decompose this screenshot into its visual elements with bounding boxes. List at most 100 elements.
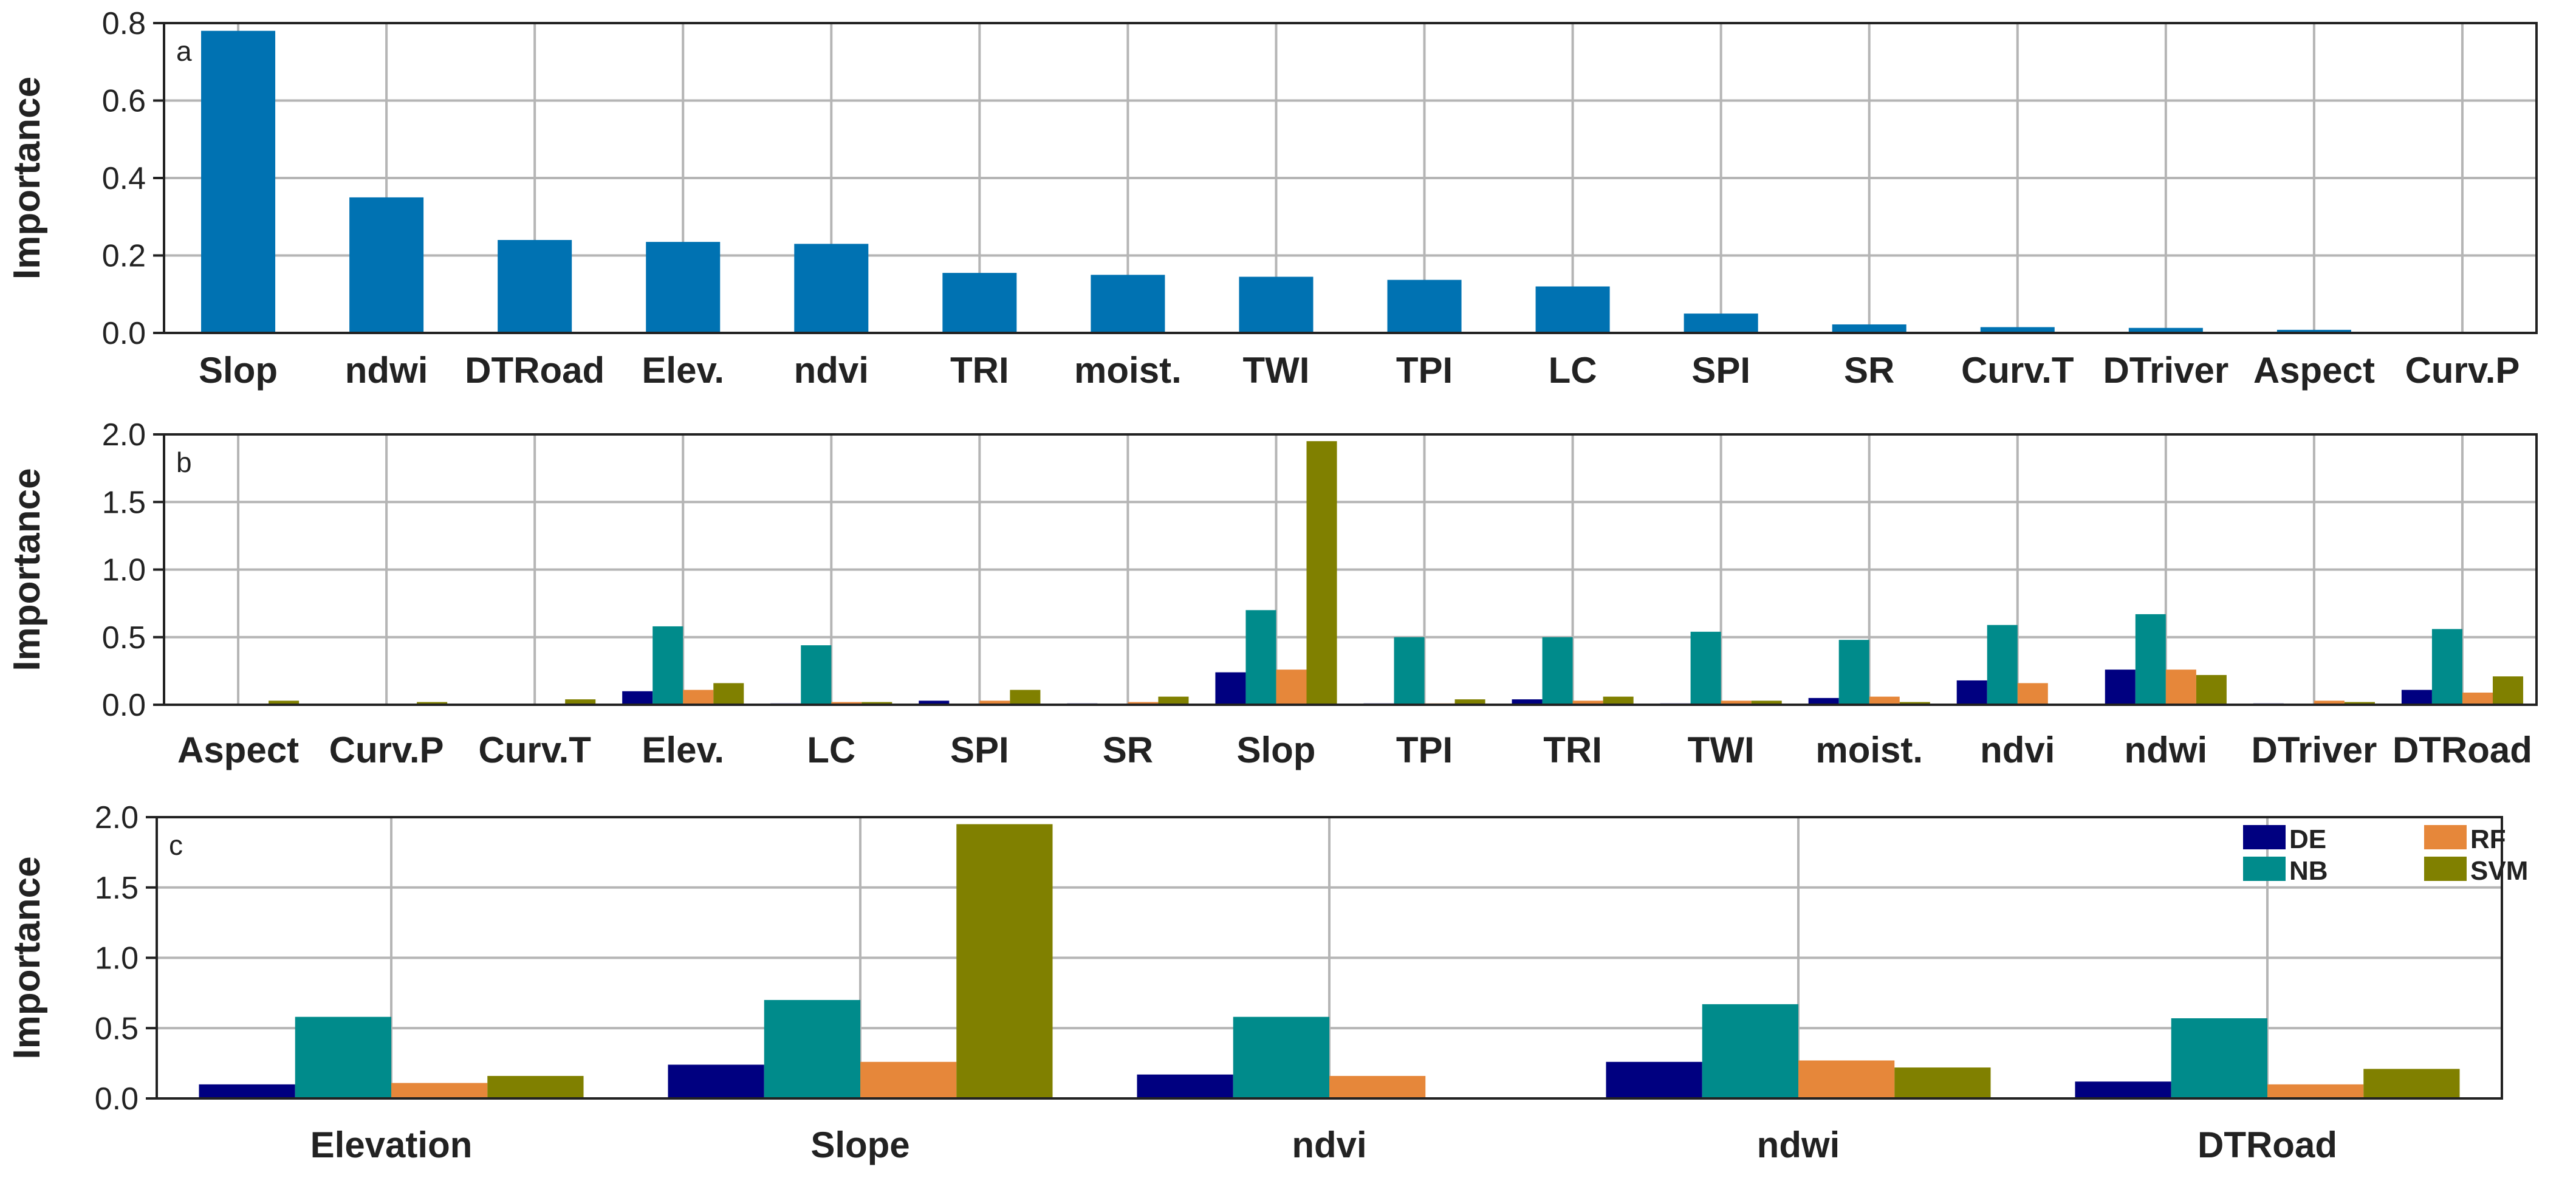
panel-b-bar-NB-12: NB ndvi: 0.59 (1987, 625, 2018, 705)
panel-b-bar-RF-10: RF TWI: 0.03 (1721, 700, 1752, 705)
panel-c-ytick-label-3: 1.5 (95, 871, 139, 906)
panel-b-ytick-label-0: 0.0 (102, 688, 146, 723)
panel-a-bar-4: ndvi: 0.23 (794, 244, 869, 333)
panel-a-bar-2: DTRoad: 0.24 (498, 240, 572, 333)
panel-b-bar-SVM-11: SVM moist.: 0.02 (1899, 702, 1930, 705)
panel-b-bar-NB-3: NB Elev.: 0.58 (653, 626, 683, 705)
panel-c-bar-DE-2: DE ndvi: 0.17 (1137, 1074, 1233, 1098)
panel-a-bar-9: LC: 0.12 (1535, 286, 1610, 333)
panel-b-bar-RF-15: RF DTRoad: 0.09 (2462, 692, 2493, 705)
panel-a-bar-10: SPI: 0.05 (1684, 313, 1758, 333)
panel-a-frame (163, 22, 2538, 334)
panel-b-category-label-7: Slop (1236, 730, 1315, 770)
panel-c-ytick-label-0: 0.0 (95, 1081, 139, 1117)
panel-b-ytick-label-2: 1.0 (102, 553, 146, 588)
panel-b-bar-SVM-8: SVM TPI: 0.04 (1454, 699, 1485, 705)
panel-b-bar-SVM-4: SVM LC: 0.02 (862, 702, 892, 705)
panel-c-category-label-4: DTRoad (2197, 1125, 2337, 1165)
panel-a-bar-11: SR: 0.022 (1832, 324, 1906, 333)
panel-b-bar-SVM-13: SVM ndwi: 0.22 (2196, 675, 2227, 705)
panel-c-bar-RF-1: RF Slope: 0.26 (860, 1061, 957, 1098)
panel-b-bar-NB-15: NB DTRoad: 0.56 (2431, 629, 2462, 705)
panel-b-bar-RF-6: RF SR: 0.02 (1128, 702, 1159, 705)
panel-a-category-label-6: moist. (1074, 350, 1182, 391)
panel-c-legend-swatch-NB (2243, 857, 2286, 881)
panel-a-category-label-12: Curv.T (1961, 350, 2074, 391)
panel-c-bar-RF-4: RF DTRoad: 0.1 (2267, 1084, 2364, 1098)
panel-b-bar-SVM-14: SVM DTriver: 0.02 (2344, 702, 2375, 705)
panel-a-ytick-label-4: 0.8 (102, 6, 146, 41)
panel-b-ytick-label-4: 2.0 (102, 417, 146, 453)
panel-c-frame (156, 816, 2503, 1100)
panel-b-bar-RF-4: RF LC: 0.02 (831, 702, 862, 705)
panel-a-ytick-label-0: 0.0 (102, 316, 146, 351)
panel-a-bar-5: TRI: 0.155 (942, 273, 1017, 333)
panel-b-bar-SVM-2: SVM Curv.T: 0.04 (565, 699, 596, 705)
panel-c-ylabel: Importance (6, 856, 48, 1059)
panel-a-category-label-1: ndwi (345, 350, 428, 391)
panel-c-category-label-0: Elevation (310, 1125, 473, 1165)
panel-b-letter: b (176, 447, 192, 478)
panel-a-bar-12: Curv.T: 0.015 (1980, 327, 2055, 333)
panel-b-bar-NB-8: NB TPI: 0.5 (1394, 637, 1425, 705)
panel-b-category-label-8: TPI (1396, 730, 1453, 770)
panel-b-bar-SVM-10: SVM TWI: 0.03 (1751, 700, 1782, 705)
panel-b-bar-NB-13: NB ndwi: 0.67 (2135, 614, 2166, 705)
panel-b-bar-RF-5: RF SPI: 0.03 (979, 700, 1010, 705)
panel-b-category-label-6: SR (1103, 730, 1153, 770)
panel-c-bar-RF-3: RF ndwi: 0.27 (1798, 1060, 1895, 1098)
panel-a-bar-1: ndwi: 0.35 (349, 197, 424, 333)
panel-b-category-label-11: moist. (1815, 730, 1923, 770)
panel-c-bar-NB-1: NB Slope: 0.7 (764, 999, 860, 1098)
panel-b-bar-DE-15: DE DTRoad: 0.11 (2401, 690, 2432, 705)
panel-b-bar-DE-12: DE ndvi: 0.18 (1956, 680, 1987, 705)
panel-c-legend-label-SVM: SVM (2470, 856, 2528, 886)
panel-b-category-label-13: ndwi (2125, 730, 2208, 770)
panel-c-letter: c (169, 829, 183, 861)
panel-a-category-label-0: Slop (199, 350, 278, 391)
panel-c-legend-label-DE: DE (2289, 824, 2326, 854)
panel-a-bar-0: Slop: 0.78 (201, 30, 276, 333)
panel-c-bar-NB-0: NB Elevation: 0.58 (295, 1016, 391, 1098)
panel-b-ylabel: Importance (6, 468, 48, 671)
panel-b-category-label-3: Elev. (642, 730, 724, 770)
panel-c-ytick-label-1: 0.5 (95, 1011, 139, 1046)
panel-a-category-label-14: Aspect (2253, 350, 2375, 391)
panel-b-bar-RF-13: RF ndwi: 0.26 (2165, 670, 2196, 705)
panel-c-ytick-label-4: 2.0 (95, 800, 139, 835)
panel-b-bar-SVM-7: SVM Slop: 1.95 (1306, 441, 1337, 705)
panel-c-category-label-1: Slope (810, 1125, 909, 1165)
panel-b-bar-NB-9: NB TRI: 0.5 (1542, 637, 1573, 705)
panel-b-bar-RF-14: RF DTriver: 0.03 (2314, 700, 2345, 705)
panel-c-legend-swatch-SVM (2424, 857, 2467, 881)
panel-a-bar-3: Elev.: 0.235 (646, 242, 721, 333)
panel-b-category-label-1: Curv.P (329, 730, 444, 770)
panel-b-category-label-15: DTRoad (2393, 730, 2532, 770)
panel-a-bar-8: TPI: 0.137 (1387, 279, 1462, 333)
panel-c-bar-SVM-1: SVM Slope: 1.95 (956, 824, 1053, 1098)
panel-c-category-label-3: ndwi (1757, 1125, 1840, 1165)
panel-c-bar-NB-3: NB ndwi: 0.67 (1702, 1004, 1798, 1098)
panel-a-category-label-3: Elev. (642, 350, 724, 391)
panel-c-bar-SVM-4: SVM DTRoad: 0.21 (2363, 1069, 2460, 1098)
panel-b-bar-DE-9: DE TRI: 0.04 (1512, 699, 1543, 705)
panel-a-category-label-10: SPI (1691, 350, 1750, 391)
panel-b-bar-NB-11: NB moist.: 0.48 (1838, 640, 1869, 705)
panel-c-bar-NB-2: NB ndvi: 0.58 (1233, 1016, 1329, 1098)
panel-b-bar-RF-7: RF Slop: 0.26 (1276, 670, 1307, 705)
panel-b-bar-RF-9: RF TRI: 0.03 (1572, 700, 1603, 705)
panel-b-bar-RF-11: RF moist.: 0.06 (1869, 696, 1900, 705)
panel-b-bar-SVM-0: SVM Aspect: 0.03 (269, 700, 300, 705)
panel-b-category-label-14: DTriver (2252, 730, 2377, 770)
panel-a-ytick-label-1: 0.2 (102, 239, 146, 274)
panel-a-category-label-7: TWI (1242, 350, 1309, 391)
panel-c-bar-DE-1: DE Slope: 0.24 (668, 1064, 764, 1098)
panel-c-bar-DE-0: DE Elevation: 0.1 (199, 1084, 295, 1098)
panel-a-category-label-13: DTriver (2103, 350, 2228, 391)
panel-c-legend-label-NB: NB (2289, 856, 2328, 886)
panel-a-ytick-label-3: 0.6 (102, 84, 146, 119)
panel-b-bar-RF-12: RF ndvi: 0.16 (2017, 683, 2048, 705)
panel-b-bar-SVM-15: SVM DTRoad: 0.21 (2493, 676, 2524, 705)
